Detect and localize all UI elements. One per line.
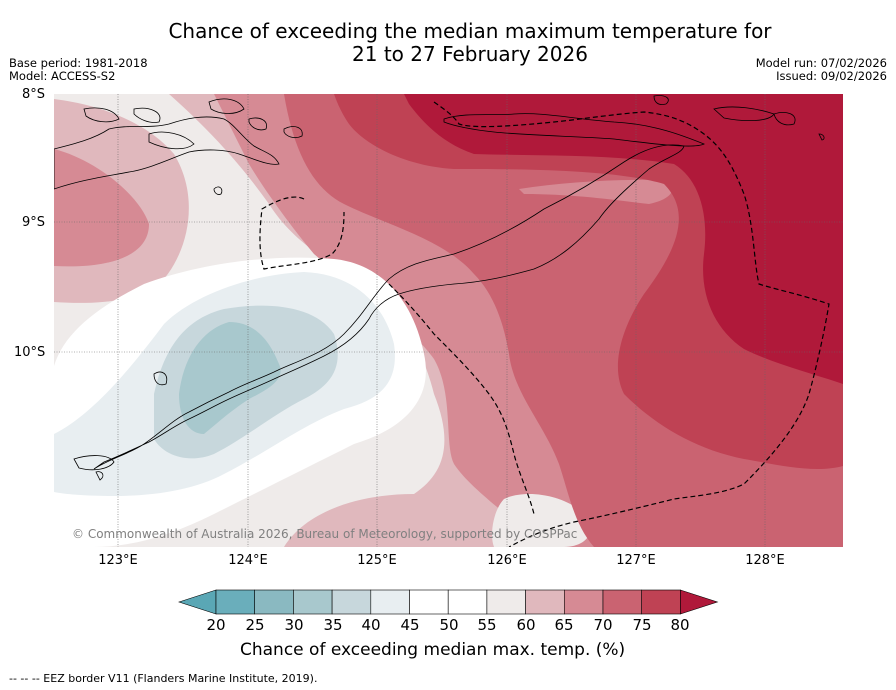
colorbar-tick-40: 40	[361, 616, 381, 634]
map-panel	[54, 94, 843, 547]
region-65-70-left	[54, 149, 149, 267]
colorbar-segment-20-25	[215, 589, 256, 615]
lat-label-10s: 10°S	[14, 345, 46, 360]
colorbar-segment-30-35	[293, 589, 333, 615]
colorbar-tick-25: 25	[245, 616, 265, 634]
lon-label-127e: 127°E	[616, 553, 656, 568]
eez-border-west	[259, 196, 345, 270]
eez-border-mid	[388, 283, 535, 515]
colorbar-segment-50-55	[447, 589, 488, 615]
colorbar-title: Chance of exceeding median max. temp. (%…	[240, 640, 626, 660]
graticule	[54, 94, 843, 547]
lon-label-126e: 126°E	[487, 553, 527, 568]
colorbar-segment-75-80	[641, 589, 681, 615]
colorbar-segment-45-50	[409, 589, 449, 615]
colorbar-tick-20: 20	[206, 616, 226, 634]
colorbar-segment-70-75	[602, 589, 643, 615]
meta-left: Base period: 1981-2018 Model: ACCESS-S2	[9, 57, 148, 83]
region-60-65-patch	[492, 494, 591, 547]
title-line-2: 21 to 27 February 2026	[352, 42, 588, 66]
model-run: Model run: 07/02/2026	[755, 56, 887, 70]
copyright-note: © Commonwealth of Australia 2026, Bureau…	[72, 527, 578, 541]
coastline	[54, 95, 825, 481]
footer-note: -- -- -- EEZ border V11 (Flanders Marine…	[9, 672, 318, 685]
issued-date: Issued: 09/02/2026	[776, 69, 887, 83]
colorbar-tick-45: 45	[400, 616, 420, 634]
chart-title: Chance of exceeding the median maximum t…	[0, 20, 896, 66]
colorbar-segment-60-65	[525, 589, 565, 615]
region-over-80	[404, 94, 843, 384]
colorbar-segment-65-70	[563, 589, 604, 615]
region-30-35	[179, 322, 281, 434]
colorbar-tick-60: 60	[516, 616, 536, 634]
eez-border	[433, 101, 830, 547]
colorbar-segment-25-30	[254, 589, 294, 615]
colorbar	[178, 589, 719, 615]
lon-label-125e: 125°E	[357, 553, 397, 568]
lon-label-124e: 124°E	[228, 553, 268, 568]
colorbar-segment-35-40	[331, 589, 372, 615]
base-period: Base period: 1981-2018	[9, 56, 148, 70]
model-name: Model: ACCESS-S2	[9, 69, 116, 83]
colorbar-under-triangle	[178, 589, 217, 615]
meta-right: Model run: 07/02/2026 Issued: 09/02/2026	[756, 57, 887, 83]
colorbar-tick-55: 55	[477, 616, 497, 634]
title-line-1: Chance of exceeding the median maximum t…	[168, 19, 772, 43]
lon-label-123e: 123°E	[98, 553, 138, 568]
colorbar-segment-55-60	[486, 589, 526, 615]
lat-label-8s: 8°S	[22, 87, 46, 102]
colorbar-tick-75: 75	[632, 616, 652, 634]
region-65-70-streak	[519, 179, 673, 204]
colorbar-tick-65: 65	[554, 616, 574, 634]
colorbar-tick-70: 70	[593, 616, 613, 634]
colorbar-over-triangle	[680, 589, 719, 615]
colorbar-tick-50: 50	[439, 616, 459, 634]
lon-label-128e: 128°E	[745, 553, 785, 568]
lat-label-9s: 9°S	[22, 215, 46, 230]
colorbar-tick-30: 30	[284, 616, 304, 634]
colorbar-segment-40-45	[370, 589, 410, 615]
colorbar-tick-80: 80	[670, 616, 690, 634]
colorbar-tick-35: 35	[323, 616, 343, 634]
